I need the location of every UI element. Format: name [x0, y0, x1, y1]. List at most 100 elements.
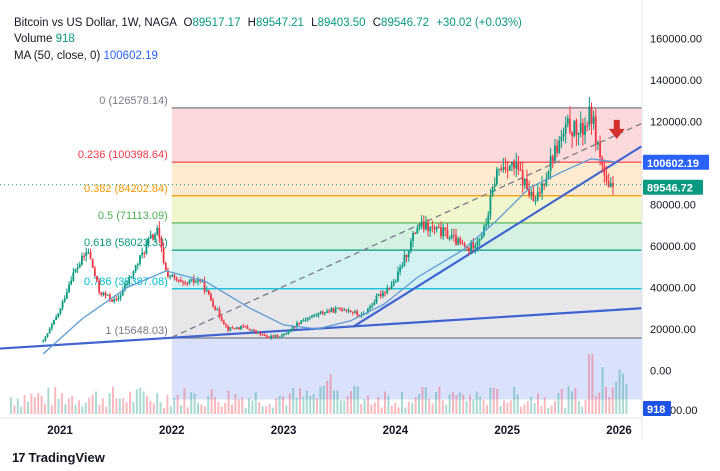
volume-bar — [173, 397, 176, 414]
volume-bar — [282, 396, 284, 414]
volume-bar — [288, 393, 291, 414]
candle-body — [291, 326, 294, 330]
volume-bar — [166, 395, 169, 414]
volume-legend[interactable]: Volume 918 — [14, 33, 75, 45]
volume-bar — [591, 354, 594, 414]
candle-body — [156, 227, 159, 235]
volume-bar — [390, 405, 393, 414]
candle-body — [472, 242, 475, 249]
candle-body — [416, 227, 419, 234]
volume-bar — [482, 399, 485, 414]
candle-body — [68, 284, 70, 292]
volume-badge: 918 — [647, 404, 665, 416]
volume-bar — [101, 398, 104, 414]
candle-body — [336, 307, 339, 309]
candle-body — [205, 290, 208, 292]
volume-bar — [533, 403, 536, 414]
tradingview-logo[interactable]: 17 TradingView — [12, 450, 105, 465]
x-tick-label: 2025 — [494, 425, 520, 437]
volume-bar — [479, 396, 482, 414]
candle-body — [375, 295, 378, 303]
volume-bar — [397, 407, 400, 414]
candle-body — [293, 326, 296, 328]
ma-price-badge: 100602.19 — [647, 158, 699, 170]
volume-bar — [523, 404, 526, 414]
volume-bar — [346, 395, 349, 414]
candle-body — [253, 330, 255, 332]
volume-bar — [503, 400, 505, 414]
candle-body — [397, 271, 399, 282]
volume-bar — [98, 405, 101, 414]
candle-body — [532, 191, 535, 201]
candle-body — [167, 270, 169, 277]
candle-body — [491, 186, 494, 196]
volume-bar — [135, 389, 138, 414]
volume-bar — [618, 369, 621, 414]
candle-body — [528, 189, 531, 196]
volume-bar — [302, 397, 305, 414]
volume-bar — [319, 386, 322, 414]
volume-bar — [295, 397, 298, 414]
candle-body — [564, 124, 567, 134]
volume-bar — [64, 404, 67, 414]
volume-bar — [370, 404, 373, 414]
candle-body — [450, 235, 453, 239]
candle-body — [81, 255, 83, 265]
candle-body — [242, 325, 245, 327]
fib-zone — [171, 222, 643, 251]
trendline-long-term-support — [0, 307, 642, 350]
candle-body — [500, 168, 503, 171]
candle-body — [265, 335, 268, 338]
volume-bar — [506, 402, 509, 414]
volume-bar — [149, 400, 152, 414]
candle-body — [126, 283, 128, 285]
candle-body — [100, 292, 103, 295]
symbol-title[interactable]: Bitcoin vs US Dollar, 1W, NAGA — [14, 17, 177, 29]
candle-body — [358, 314, 361, 317]
candle-body — [151, 234, 154, 239]
volume-bar — [30, 393, 33, 414]
candle-body — [246, 326, 249, 329]
candle-body — [225, 324, 227, 326]
volume-bar — [312, 394, 315, 414]
ma-legend[interactable]: MA (50, close, 0) 100602.19 — [14, 50, 158, 62]
candle-body — [429, 226, 432, 231]
fib-zone — [171, 338, 643, 400]
x-tick-label: 2024 — [383, 425, 409, 437]
candle-body — [72, 272, 75, 281]
volume-bar — [292, 388, 295, 414]
candle-body — [78, 264, 81, 268]
candle-body — [76, 267, 79, 269]
open-value: 89517.17 — [192, 17, 241, 29]
candle-body — [93, 267, 96, 276]
candle-body — [188, 280, 191, 284]
candle-body — [435, 226, 438, 230]
volume-bar — [452, 392, 454, 414]
volume-bar — [16, 398, 19, 414]
volume-bar — [404, 407, 407, 414]
volume-bar — [489, 387, 492, 414]
volume-bar — [499, 406, 502, 414]
candle-body — [197, 279, 199, 282]
volume-bar — [142, 391, 145, 414]
candle-body — [308, 317, 311, 319]
candle-body — [50, 324, 53, 329]
fib-level-label: 0 (126578.14) — [99, 95, 168, 107]
volume-badge-bg — [643, 401, 671, 416]
volume-bar — [316, 398, 318, 414]
candle-body — [235, 327, 238, 329]
volume-bar — [588, 354, 590, 414]
volume-bar — [360, 404, 363, 414]
volume-bar — [428, 398, 431, 414]
candle-body — [87, 252, 90, 254]
candle-body — [594, 116, 597, 145]
candle-body — [345, 309, 348, 311]
candle-body — [420, 221, 423, 227]
candle-body — [210, 294, 212, 301]
candle-body — [457, 238, 460, 245]
candle-body — [364, 313, 367, 315]
candle-body — [599, 142, 601, 158]
volume-value: 918 — [55, 33, 75, 45]
volume-bar — [547, 407, 550, 414]
volume-bar — [513, 386, 516, 414]
